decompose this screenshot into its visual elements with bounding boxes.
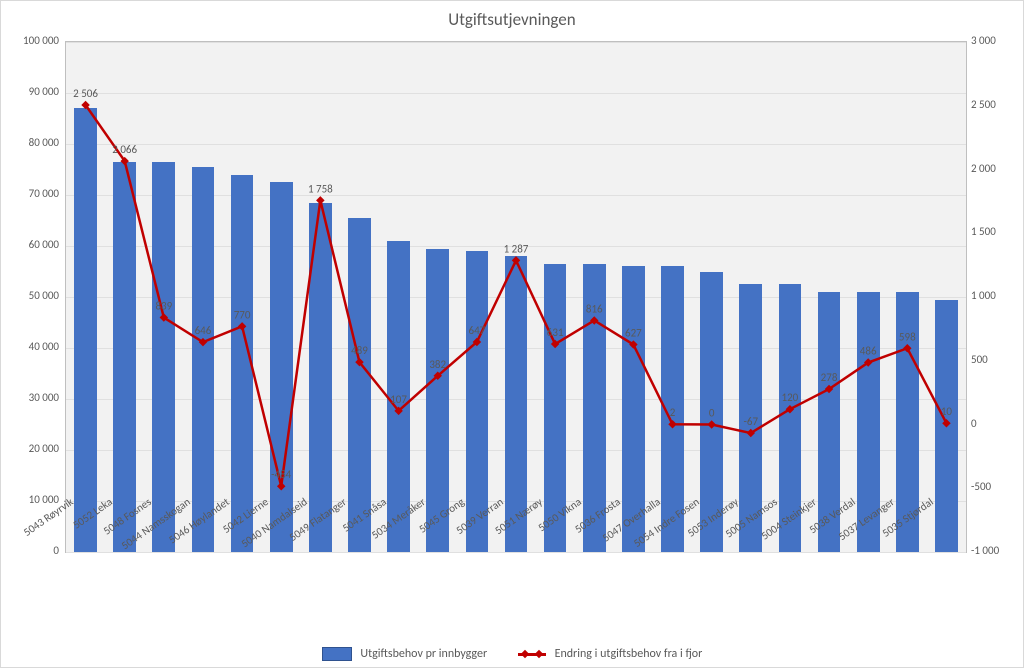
legend-line-label: Endring i utgiftsbehov fra i fjor bbox=[555, 647, 703, 661]
line-data-label: 278 bbox=[821, 371, 838, 384]
line-marker bbox=[668, 420, 676, 428]
y-left-tick-label: 70 000 bbox=[1, 187, 59, 200]
line-data-label: 2 bbox=[670, 406, 676, 419]
y-left-tick-label: 10 000 bbox=[1, 493, 59, 506]
y-right-tick-label: -1 000 bbox=[971, 544, 1023, 557]
y-right-tick-label: 0 bbox=[971, 417, 1023, 430]
legend-bar: Utgiftsbehov pr innbygger bbox=[322, 647, 487, 661]
line-data-label: 489 bbox=[351, 344, 368, 357]
line-data-label: 1 758 bbox=[308, 182, 333, 195]
y-right-tick-label: 2 500 bbox=[971, 98, 1023, 111]
y-left-tick-label: 40 000 bbox=[1, 340, 59, 353]
line-marker bbox=[277, 482, 285, 490]
legend-bar-swatch bbox=[322, 647, 352, 661]
line-data-label: -484 bbox=[271, 468, 292, 481]
y-left-tick-label: 80 000 bbox=[1, 136, 59, 149]
y-right-tick-label: 500 bbox=[971, 353, 1023, 366]
y-right-tick-label: 1 000 bbox=[971, 289, 1023, 302]
line-data-label: 107 bbox=[390, 393, 407, 406]
line-data-label: 770 bbox=[234, 308, 251, 321]
y-left-tick-label: 90 000 bbox=[1, 85, 59, 98]
y-left-tick-label: 50 000 bbox=[1, 289, 59, 302]
line-data-label: 0 bbox=[709, 407, 715, 420]
line-marker bbox=[238, 322, 246, 330]
chart-title: Utgiftsutjevningen bbox=[1, 1, 1023, 30]
plot-area: 2 506 2 066 839 646 770 -484 1 758 489 107 382 647… bbox=[65, 41, 967, 553]
line-data-label: 646 bbox=[195, 324, 212, 337]
y-left-tick-label: 60 000 bbox=[1, 238, 59, 251]
legend-bar-label: Utgiftsbehov pr innbygger bbox=[360, 647, 487, 661]
y-right-tick-label: -500 bbox=[971, 480, 1023, 493]
line-data-label: 1 287 bbox=[504, 242, 529, 255]
y-right-tick-label: 1 500 bbox=[971, 225, 1023, 238]
y-left-tick-label: 20 000 bbox=[1, 442, 59, 455]
line-path bbox=[86, 105, 947, 486]
line-data-label: 2 066 bbox=[112, 143, 137, 156]
line-marker bbox=[316, 196, 324, 204]
chart-container: Utgiftsutjevningen 2 506 2 066 839 646 770 -4… bbox=[0, 0, 1024, 668]
line-data-label: 647 bbox=[469, 324, 486, 337]
line-data-label: 10 bbox=[941, 405, 953, 418]
line-data-label: 839 bbox=[155, 300, 172, 313]
line-marker bbox=[903, 344, 911, 352]
line-data-label: 816 bbox=[586, 302, 603, 315]
line-data-label: -67 bbox=[744, 415, 759, 428]
y-left-tick-label: 30 000 bbox=[1, 391, 59, 404]
legend-line: Endring i utgiftsbehov fra i fjor bbox=[518, 647, 702, 661]
line-data-label: 631 bbox=[547, 326, 564, 339]
y-left-tick-label: 100 000 bbox=[1, 34, 59, 47]
line-data-label: 120 bbox=[782, 391, 799, 404]
line-series: 2 506 2 066 839 646 770 -484 1 758 489 107 382 647… bbox=[66, 42, 966, 552]
legend: Utgiftsbehov pr innbygger Endring i utgi… bbox=[1, 647, 1023, 661]
y-right-tick-label: 3 000 bbox=[971, 34, 1023, 47]
line-marker bbox=[512, 256, 520, 264]
line-marker bbox=[707, 420, 715, 428]
line-data-label: 2 506 bbox=[73, 87, 98, 100]
line-marker bbox=[942, 419, 950, 427]
line-data-label: 486 bbox=[860, 345, 877, 358]
line-data-label: 382 bbox=[429, 358, 446, 371]
line-data-label: 598 bbox=[899, 330, 916, 343]
legend-line-swatch bbox=[518, 653, 546, 656]
line-data-label: 627 bbox=[625, 327, 642, 340]
y-right-tick-label: 2 000 bbox=[971, 162, 1023, 175]
